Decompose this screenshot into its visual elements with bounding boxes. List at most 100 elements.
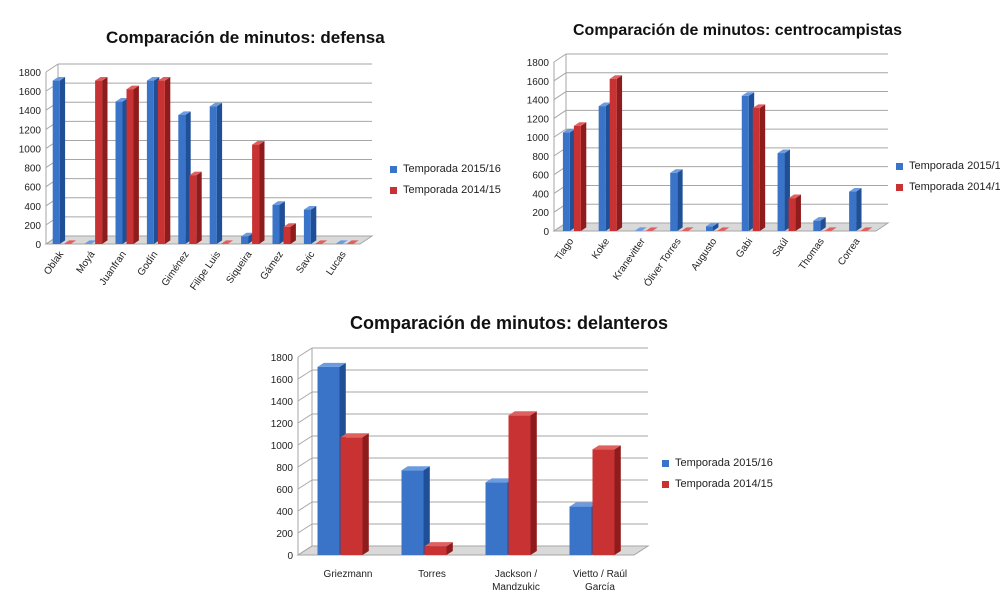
y-tick-label: 1400 [19, 106, 42, 117]
x-category-label: Jackson / Mandzukic [492, 569, 540, 593]
bar-series-1 [63, 240, 77, 244]
bars [317, 362, 621, 555]
x-category-label: Thomas [797, 236, 827, 272]
bar-series-1 [157, 77, 171, 244]
y-tick-label: 800 [532, 152, 549, 163]
legend-label: Temporada 2014/15 [403, 184, 501, 196]
chart-title: Comparación de minutos: delanteros [350, 313, 669, 333]
bar-series-1 [860, 227, 873, 231]
bar-series-1 [681, 227, 694, 231]
chart-title: Comparación de minutos: centrocampistas [573, 22, 902, 39]
legend-label: Temporada 2015/16 [675, 457, 773, 469]
legend-swatch [662, 480, 669, 488]
y-tick-label: 400 [532, 189, 549, 200]
bar-series-0 [209, 102, 223, 245]
legend-label: Temporada 2014/15 [909, 181, 1000, 193]
legend: Temporada 2015/16 Temporada 2014/15 [896, 160, 1000, 202]
chart-plot: 0 200 400 600 800 1000 1200 1400 1600 1800 Tiago Ko… [527, 53, 890, 289]
bar-series-1 [573, 122, 587, 231]
gridline-side [553, 128, 567, 138]
bar-series-0 [706, 222, 719, 231]
legend-label: Temporada 2015/16 [403, 163, 501, 175]
chart-defensa: Comparación de minutos: defensa 0 200 400 6… [0, 0, 501, 300]
bar-series-1 [340, 433, 369, 555]
bars [52, 77, 359, 245]
legend-swatch [896, 162, 903, 170]
gridline-side [297, 435, 313, 446]
gridline-side [297, 501, 313, 512]
y-tick-label: 600 [532, 171, 549, 182]
gridline-side [297, 545, 313, 556]
x-category-label: Saúl [771, 236, 791, 259]
gridline-side [553, 72, 567, 82]
y-tick-label: 400 [24, 202, 41, 213]
gridline-side [297, 391, 313, 402]
x-category-label: Gabi [734, 236, 755, 260]
legend-item-series-1: Temporada 2014/15 [662, 478, 773, 490]
y-tick-label: 200 [532, 208, 549, 219]
chart-centrocampistas: Comparación de minutos: centrocampistas … [500, 0, 1000, 300]
gridline-side [297, 523, 313, 534]
bar-series-1 [314, 240, 328, 244]
bar-series-0 [562, 128, 576, 231]
bar-series-1 [645, 227, 658, 231]
chart-title: Comparación de minutos: defensa [106, 28, 385, 47]
legend-item-series-1: Temporada 2014/15 [390, 184, 501, 196]
bar-series-1 [346, 240, 359, 244]
bar-series-0 [84, 240, 97, 244]
x-category-label: Kranevitter [611, 236, 648, 282]
legend-item-series-0: Temporada 2015/16 [390, 163, 501, 175]
bar-series-0 [335, 240, 348, 244]
legend-item-series-0: Temporada 2015/16 [662, 457, 773, 469]
chart-plot: 0 200 400 600 800 1000 1200 1400 1600 1800 Griezma… [271, 347, 650, 593]
y-tick-label: 1200 [271, 419, 294, 430]
y-tick-label: 200 [24, 221, 41, 232]
gridline-side [297, 457, 313, 468]
x-category-label: Savic [294, 249, 317, 275]
y-tick-label: 800 [276, 463, 293, 474]
x-category-label: Lucas [324, 249, 348, 277]
legend-item-series-1: Temporada 2014/15 [896, 181, 1000, 193]
bar-series-0 [52, 77, 66, 244]
bar-series-1 [283, 223, 296, 244]
bar-series-1 [252, 141, 265, 244]
legend: Temporada 2015/16 Temporada 2014/15 [390, 163, 501, 205]
bar-series-1 [788, 194, 801, 231]
bar-series-1 [609, 75, 623, 232]
x-category-label: Koke [590, 236, 612, 261]
y-tick-label: 800 [24, 164, 41, 175]
bar-series-1 [424, 542, 453, 555]
bar-series-0 [146, 77, 160, 244]
x-category-label: Griezmann [324, 569, 373, 580]
y-tick-label: 1000 [271, 441, 294, 452]
bar-series-0 [741, 92, 755, 231]
legend-swatch [896, 183, 903, 191]
chart-plot: 0 200 400 600 800 1000 1200 1400 1600 1800 Oblak Mo… [19, 63, 374, 293]
bar-series-0 [670, 169, 683, 231]
gridline-side [297, 369, 313, 380]
x-category-label: Gámez [258, 249, 285, 282]
y-tick-label: 1800 [271, 353, 294, 364]
bar-series-0 [813, 217, 826, 231]
x-category-label: Moyá [75, 249, 98, 276]
chart-delanteros: Comparación de minutos: delanteros 0 200 4… [250, 300, 773, 600]
bar-series-1 [220, 240, 234, 244]
legend-label: Temporada 2015/16 [909, 160, 1000, 172]
x-category-label: Filipe Luis [188, 249, 223, 292]
y-tick-label: 1800 [19, 68, 42, 79]
legend-swatch [390, 165, 397, 173]
gridlines [45, 63, 372, 245]
y-tick-label: 1400 [271, 397, 294, 408]
bar-series-0 [849, 187, 862, 231]
x-category-label: Juanfran [98, 249, 129, 287]
bar-series-1 [126, 85, 139, 244]
bar-series-1 [508, 411, 537, 555]
y-tick-label: 600 [24, 183, 41, 194]
y-tick-label: 0 [543, 227, 549, 238]
bar-series-0 [303, 206, 317, 244]
bar-series-1 [592, 445, 621, 555]
x-category-label: Vietto / Raúl García [573, 569, 627, 593]
y-tick-label: 400 [276, 507, 293, 518]
y-tick-label: 600 [276, 485, 293, 496]
y-tick-label: 1200 [19, 125, 42, 136]
